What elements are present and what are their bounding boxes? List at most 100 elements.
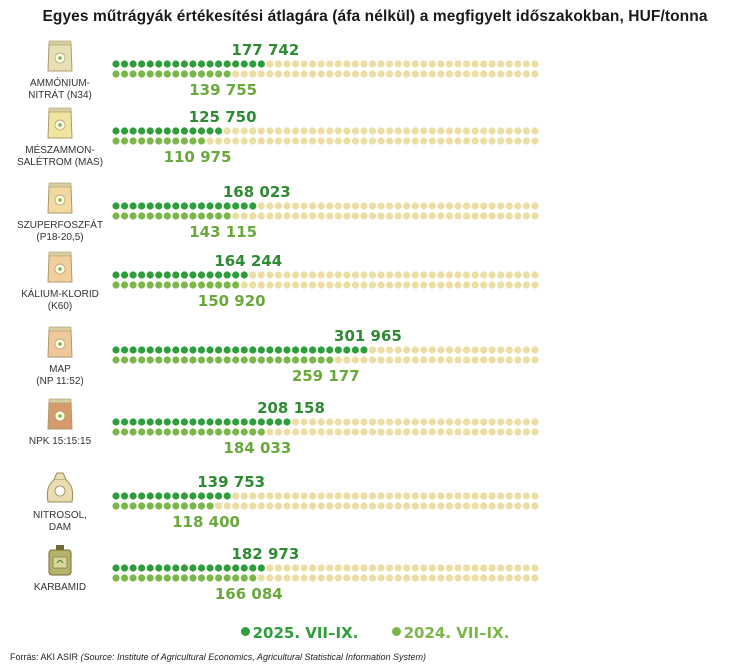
dot-2024-empty bbox=[368, 137, 377, 145]
dot-2025-empty bbox=[480, 492, 488, 500]
dot-2024-empty bbox=[223, 502, 231, 510]
dot-2025-filled bbox=[120, 202, 129, 210]
dot-2025-filled bbox=[240, 60, 248, 68]
dot-2025-filled bbox=[334, 346, 342, 354]
dot-2025-empty bbox=[317, 60, 325, 68]
dot-2024-empty bbox=[360, 281, 368, 289]
dot-2024-empty bbox=[368, 356, 377, 364]
dot-2024-filled bbox=[223, 281, 231, 289]
dot-2024-empty bbox=[274, 212, 283, 220]
dot-2025-empty bbox=[377, 564, 385, 572]
dot-2025-filled bbox=[257, 418, 265, 426]
dot-2024-empty bbox=[334, 281, 342, 289]
dot-2024-filled bbox=[163, 212, 171, 220]
dot-2024-filled bbox=[197, 70, 206, 78]
dot-2025-empty bbox=[317, 127, 325, 135]
dot-2025-empty bbox=[309, 418, 317, 426]
dot-2025-filled bbox=[257, 60, 265, 68]
dot-2024-filled bbox=[232, 428, 240, 436]
dot-2024-filled bbox=[155, 281, 163, 289]
dot-2024-filled bbox=[257, 356, 265, 364]
dot-2025-filled bbox=[223, 564, 231, 572]
dot-2024-filled bbox=[112, 212, 120, 220]
value-label-2024: 143 115 bbox=[189, 223, 257, 241]
dot-2024-empty bbox=[522, 428, 531, 436]
dot-2025-empty bbox=[505, 271, 513, 279]
dot-2024-filled bbox=[206, 574, 214, 582]
dot-2025-filled bbox=[232, 60, 240, 68]
dot-2024-empty bbox=[351, 212, 359, 220]
dot-2024-empty bbox=[411, 70, 419, 78]
dot-2025-empty bbox=[368, 418, 377, 426]
dot-2024-empty bbox=[462, 281, 471, 289]
dot-2025-filled bbox=[129, 346, 137, 354]
dot-2024-empty bbox=[240, 70, 248, 78]
dot-2025-empty bbox=[386, 127, 394, 135]
dot-2024-empty bbox=[317, 502, 325, 510]
dot-2024-empty bbox=[497, 281, 505, 289]
dot-2025-empty bbox=[480, 60, 488, 68]
dot-2025-empty bbox=[343, 492, 351, 500]
dot-2024-empty bbox=[420, 502, 428, 510]
dot-2025-filled bbox=[215, 60, 223, 68]
dot-2024-empty bbox=[428, 281, 436, 289]
dot-2025-filled bbox=[215, 346, 223, 354]
dot-2024-empty bbox=[420, 212, 428, 220]
dot-2024-filled bbox=[120, 502, 129, 510]
dot-2024-filled bbox=[172, 70, 180, 78]
dot-2024-empty bbox=[240, 281, 248, 289]
dot-2024-empty bbox=[291, 137, 300, 145]
dot-2024-empty bbox=[497, 212, 505, 220]
dot-2025-filled bbox=[155, 492, 163, 500]
dot-2024-empty bbox=[403, 212, 411, 220]
dot-2025-filled bbox=[172, 346, 180, 354]
dot-2025-empty bbox=[497, 346, 505, 354]
dot-2025-empty bbox=[471, 271, 479, 279]
dot-2025-empty bbox=[291, 202, 300, 210]
dot-2025-empty bbox=[454, 564, 462, 572]
dot-2025-empty bbox=[394, 202, 402, 210]
dot-2025-empty bbox=[480, 346, 488, 354]
dot-2025-filled bbox=[309, 346, 317, 354]
dot-2024-filled bbox=[309, 356, 317, 364]
dot-2024-filled bbox=[163, 574, 171, 582]
dot-2025-filled bbox=[215, 202, 223, 210]
category-label: MÉSZAMMON- bbox=[25, 143, 94, 156]
dot-2025-empty bbox=[283, 127, 291, 135]
dot-2024-empty bbox=[480, 356, 488, 364]
dot-2025-empty bbox=[488, 418, 496, 426]
dot-2025-filled bbox=[197, 418, 206, 426]
dot-2025-filled bbox=[189, 60, 197, 68]
dot-2024-empty bbox=[360, 502, 368, 510]
dot-2024-empty bbox=[343, 212, 351, 220]
dot-2025-filled bbox=[274, 418, 283, 426]
dot-2024-filled bbox=[163, 137, 171, 145]
dot-2024-empty bbox=[428, 356, 436, 364]
dot-2024-empty bbox=[454, 137, 462, 145]
dot-2024-empty bbox=[471, 281, 479, 289]
dot-2024-empty bbox=[360, 356, 368, 364]
dot-2025-empty bbox=[531, 127, 539, 135]
dot-2025-filled bbox=[249, 346, 257, 354]
source-prefix: Forrás: AKI ASIR bbox=[10, 652, 81, 662]
dot-2024-filled bbox=[112, 70, 120, 78]
dot-2024-empty bbox=[334, 137, 342, 145]
dot-2025-filled bbox=[223, 60, 231, 68]
dot-2024-empty bbox=[300, 281, 308, 289]
dot-2025-empty bbox=[428, 492, 436, 500]
dot-2024-empty bbox=[445, 428, 454, 436]
dot-2025-empty bbox=[445, 271, 454, 279]
dot-2024-empty bbox=[351, 356, 359, 364]
dot-2025-empty bbox=[420, 271, 428, 279]
dot-2024-empty bbox=[386, 356, 394, 364]
dot-2024-empty bbox=[394, 574, 402, 582]
dot-2024-filled bbox=[189, 574, 197, 582]
dot-2024-empty bbox=[266, 212, 274, 220]
dot-2025-empty bbox=[445, 346, 454, 354]
dot-2024-filled bbox=[172, 428, 180, 436]
dot-2024-empty bbox=[514, 212, 522, 220]
dot-2025-filled bbox=[112, 492, 120, 500]
value-label-2024: 259 177 bbox=[292, 367, 360, 385]
dot-2024-empty bbox=[309, 212, 317, 220]
dot-2025-filled bbox=[129, 202, 137, 210]
